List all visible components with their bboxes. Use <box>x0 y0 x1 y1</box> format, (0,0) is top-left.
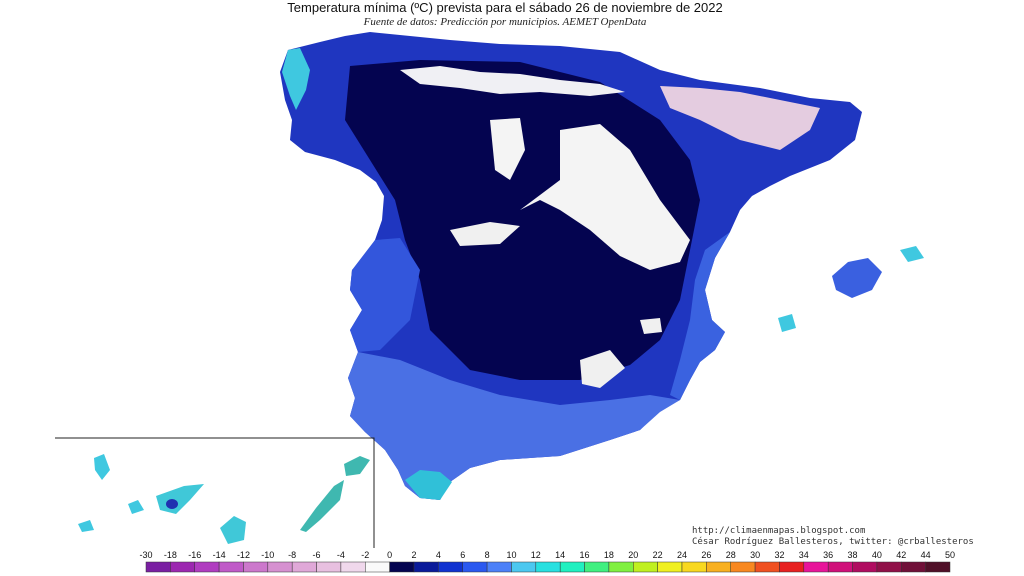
legend-color-box <box>827 561 853 573</box>
cantabrian-frost-zone <box>400 66 625 96</box>
legend-color-box <box>389 561 415 573</box>
legend-tick-label: -6 <box>313 550 321 560</box>
legend-color-box <box>340 561 366 573</box>
legend-tick-label: 40 <box>872 550 882 560</box>
legend-color-box <box>706 561 731 573</box>
legend-color-box <box>291 561 317 573</box>
legend-tick-label: 16 <box>580 550 590 560</box>
fuerteventura-island <box>300 480 344 532</box>
legend-tick-label: 22 <box>653 550 663 560</box>
legend-tick-label: -4 <box>337 550 345 560</box>
legend-color-box <box>681 561 707 573</box>
canary-inset-frame <box>55 437 375 548</box>
credit-url: http://climaenmapas.blogspot.com <box>692 526 866 536</box>
legend-color-box <box>243 561 269 573</box>
legend-color-box <box>316 561 342 573</box>
legend-color-box <box>535 561 561 573</box>
legend-color-box <box>511 561 537 573</box>
legend-tick-label: 44 <box>921 550 931 560</box>
legend-tick-label: -30 <box>139 550 152 560</box>
legend-color-box <box>584 561 610 573</box>
legend-color-box <box>218 561 244 573</box>
legend-color-box <box>365 561 390 573</box>
legend-color-box <box>803 561 829 573</box>
legend-color-box <box>413 561 439 573</box>
pyrenees-frost-zone <box>660 86 820 150</box>
southeast-frost-patch <box>580 350 625 388</box>
legend-color-box <box>657 561 683 573</box>
legend-color-box <box>462 561 488 573</box>
la-palma-island <box>94 454 110 480</box>
galicia-coast-zone <box>282 48 310 110</box>
legend-color-box <box>486 561 512 573</box>
legend-color-box <box>438 561 463 573</box>
legend-color-box <box>170 561 195 573</box>
credit-author: César Rodríguez Ballesteros, twitter: @c… <box>692 537 974 547</box>
legend-tick-label: -18 <box>164 550 177 560</box>
mallorca-island <box>832 258 882 298</box>
legend-tick-label: 50 <box>945 550 955 560</box>
central-frost-patch <box>490 118 525 180</box>
la-gomera-island <box>128 500 144 514</box>
legend-tick-label: 14 <box>555 550 565 560</box>
legend-tick-label: 4 <box>436 550 441 560</box>
legend-tick-label: -8 <box>288 550 296 560</box>
legend-color-box <box>925 561 951 573</box>
southern-mild-zone <box>348 352 680 500</box>
legend-color-box <box>779 561 805 573</box>
legend-color-box <box>876 561 902 573</box>
western-mild-zone <box>350 238 420 352</box>
legend-color-box <box>852 561 878 573</box>
legend-tick-label: 26 <box>701 550 711 560</box>
ibiza-island <box>778 314 796 332</box>
legend-color-box <box>608 561 634 573</box>
legend-tick-label: 2 <box>411 550 416 560</box>
map-subtitle: Fuente de datos: Predicción por municipi… <box>363 16 647 28</box>
legend-color-box <box>267 561 293 573</box>
legend-color-box <box>559 561 585 573</box>
el-hierro-island <box>78 520 94 532</box>
legend-tick-label: 20 <box>628 550 638 560</box>
legend-tick-label: 34 <box>799 550 809 560</box>
iberian-system-frost <box>520 124 690 270</box>
legend-tick-label: 10 <box>506 550 516 560</box>
lanzarote-island <box>344 456 370 476</box>
legend-tick-label: 24 <box>677 550 687 560</box>
legend-color-box <box>754 561 780 573</box>
legend-tick-label: 6 <box>460 550 465 560</box>
legend-tick-label: 0 <box>387 550 392 560</box>
gredos-frost-patch <box>450 222 520 246</box>
legend-tick-label: 8 <box>485 550 490 560</box>
legend-tick-label: 28 <box>726 550 736 560</box>
legend-tick-label: 38 <box>848 550 858 560</box>
legend-tick-label: -10 <box>261 550 274 560</box>
legend-tick-label: -12 <box>237 550 250 560</box>
legend-tick-label: 30 <box>750 550 760 560</box>
legend-tick-label: 42 <box>896 550 906 560</box>
legend-color-box <box>901 561 926 573</box>
legend-tick-label: -14 <box>213 550 226 560</box>
legend-tick-label: 18 <box>604 550 614 560</box>
legend-tick-label: -2 <box>361 550 369 560</box>
legend-color-box <box>145 561 171 573</box>
east-frost-patch <box>640 318 662 334</box>
tenerife-island <box>156 484 204 514</box>
color-legend: -30 -18 -16 -14 -12 -10 -8 -6 -4 -2 0 2 4 6 8 10 12 14 16 1… <box>139 550 955 573</box>
map-title: Temperatura mínima (ºC) prevista para el… <box>287 0 723 15</box>
menorca-island <box>900 246 924 262</box>
legend-tick-label: 36 <box>823 550 833 560</box>
gran-canaria-island <box>220 516 246 544</box>
east-coast-mild <box>670 232 730 400</box>
legend-color-box <box>730 561 756 573</box>
legend-color-box <box>194 561 220 573</box>
teide-cold-spot <box>166 499 178 509</box>
legend-tick-label: -16 <box>188 550 201 560</box>
legend-color-box <box>633 561 658 573</box>
andalusia-coast-zone <box>405 470 452 500</box>
temperature-map <box>55 32 924 548</box>
legend-tick-label: 12 <box>531 550 541 560</box>
legend-tick-label: 32 <box>774 550 784 560</box>
